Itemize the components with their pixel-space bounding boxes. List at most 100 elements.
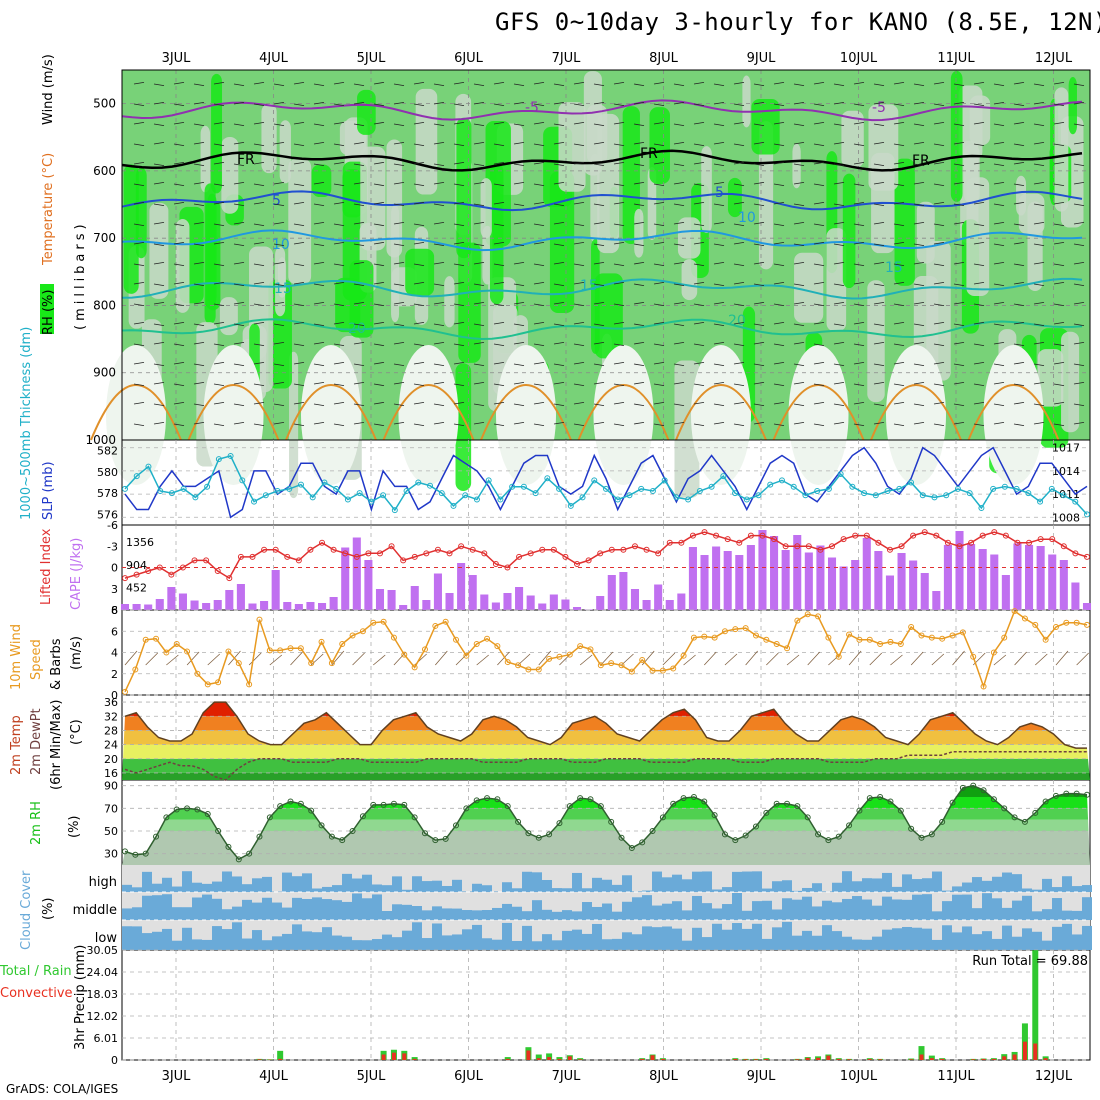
- cloud-bar: [1042, 909, 1052, 920]
- cloud-bar: [712, 908, 722, 920]
- cape-bar: [816, 545, 825, 610]
- wind-barb: [1073, 181, 1085, 185]
- wind-barb: [993, 101, 1005, 105]
- wind-barb: [853, 81, 865, 85]
- wind-barb: [413, 161, 425, 165]
- wind-barb: [333, 303, 345, 307]
- pressure-tick: 500: [93, 97, 116, 111]
- cape-bar: [909, 560, 918, 610]
- li-line-point: [203, 557, 210, 564]
- wind-barb: [873, 203, 885, 207]
- cloud-bar: [702, 871, 712, 892]
- thickness-line-point: [1060, 492, 1067, 499]
- wind-barb: [613, 423, 625, 427]
- wind-barb: [553, 283, 565, 287]
- wind-barb: [773, 263, 785, 267]
- precip-convective-bar: [1043, 1058, 1048, 1060]
- cape-bar: [260, 601, 269, 610]
- precip-tick: 30.05: [87, 944, 119, 957]
- thickness-line-point: [567, 502, 574, 509]
- wind-barb: [473, 261, 485, 265]
- wind-barb: [253, 281, 265, 285]
- precip-convective-bar: [826, 1055, 831, 1060]
- wind-barb: [693, 281, 705, 285]
- li-line-point: [214, 568, 221, 575]
- wind-barb: [1033, 243, 1045, 247]
- rh-line-point: [825, 837, 832, 844]
- date-label-top: 10JUL: [840, 51, 878, 66]
- wind-barb: [233, 283, 245, 287]
- wind-barb: [633, 163, 645, 167]
- wind-speed-line-point: [122, 688, 128, 695]
- cloud-bar: [512, 906, 522, 920]
- slp-axis-label: SLP (mb): [41, 461, 56, 520]
- wind-barb: [133, 303, 145, 307]
- li-line-point: [249, 553, 256, 560]
- wind-barb: [853, 103, 865, 107]
- wind-speed-line-point: [308, 660, 315, 667]
- cape-bar: [619, 572, 628, 610]
- wind-barb: [853, 423, 865, 427]
- cape-bar: [862, 538, 871, 610]
- wind-barb: [593, 261, 605, 265]
- cloud-bar: [982, 880, 992, 892]
- wind-barb: [733, 143, 745, 147]
- wind-barb: [793, 203, 805, 207]
- wind-barb: [333, 321, 345, 325]
- wind-speed-line-point: [959, 629, 966, 636]
- cloud-bar: [902, 899, 912, 920]
- wind-barb: [573, 103, 585, 107]
- dry-boundary-layer: [886, 345, 946, 485]
- rh-line-point: [453, 822, 460, 829]
- wind-barb: [873, 403, 885, 407]
- wind-barb: [193, 181, 205, 185]
- thickness-line-point: [309, 494, 316, 501]
- cape-bar: [1013, 543, 1022, 610]
- wind-barb: [613, 161, 625, 165]
- wind-barb: [693, 383, 705, 387]
- rh-patch: [275, 246, 286, 317]
- wind-barb: [853, 263, 865, 267]
- wind-barb: [393, 83, 405, 87]
- cloud-bar: [812, 906, 822, 920]
- rh-line-point: [928, 831, 935, 838]
- wind-barb: [773, 401, 785, 405]
- wind-barb: [593, 141, 605, 145]
- li-line-point: [562, 553, 569, 560]
- wind-barb: [873, 83, 885, 87]
- wind-barb: [453, 81, 465, 85]
- cloud-bar: [1012, 936, 1022, 950]
- cloud-bar: [752, 901, 762, 920]
- wind-barb: [933, 321, 945, 325]
- rh-line-point: [763, 809, 770, 816]
- cloud-bar: [692, 871, 702, 892]
- cape-bar: [202, 603, 211, 610]
- wind-barb: [993, 141, 1005, 145]
- rh-band: [122, 785, 1090, 797]
- wind-speed-line-point: [453, 636, 460, 643]
- wind-barb: [453, 321, 465, 325]
- cloud-bar: [672, 928, 682, 950]
- cloud-bar: [232, 906, 242, 920]
- wind-barb: [793, 283, 805, 287]
- cape-bar: [746, 545, 755, 610]
- wind-barb: [173, 183, 185, 187]
- wind-speed-line-point: [690, 634, 697, 641]
- cloud-bar: [1062, 923, 1072, 950]
- cape-tick: 904: [126, 559, 147, 572]
- wind-barb: [1073, 221, 1085, 225]
- wind-barb: [993, 123, 1005, 127]
- rh-patch: [311, 164, 332, 198]
- wind-barb: [173, 241, 185, 245]
- wind-barb: [533, 303, 545, 307]
- rh-line-point: [122, 848, 128, 855]
- wind-barb: [293, 383, 305, 387]
- precip-convective-bar: [919, 1054, 924, 1060]
- thickness-line-point: [638, 485, 645, 492]
- thickness-tick: 578: [97, 487, 118, 500]
- li-line-point: [434, 546, 441, 553]
- rh-line-point: [204, 811, 211, 817]
- thickness-line-point: [415, 479, 422, 486]
- cloud-bar: [652, 905, 662, 920]
- wind-barb: [793, 421, 805, 425]
